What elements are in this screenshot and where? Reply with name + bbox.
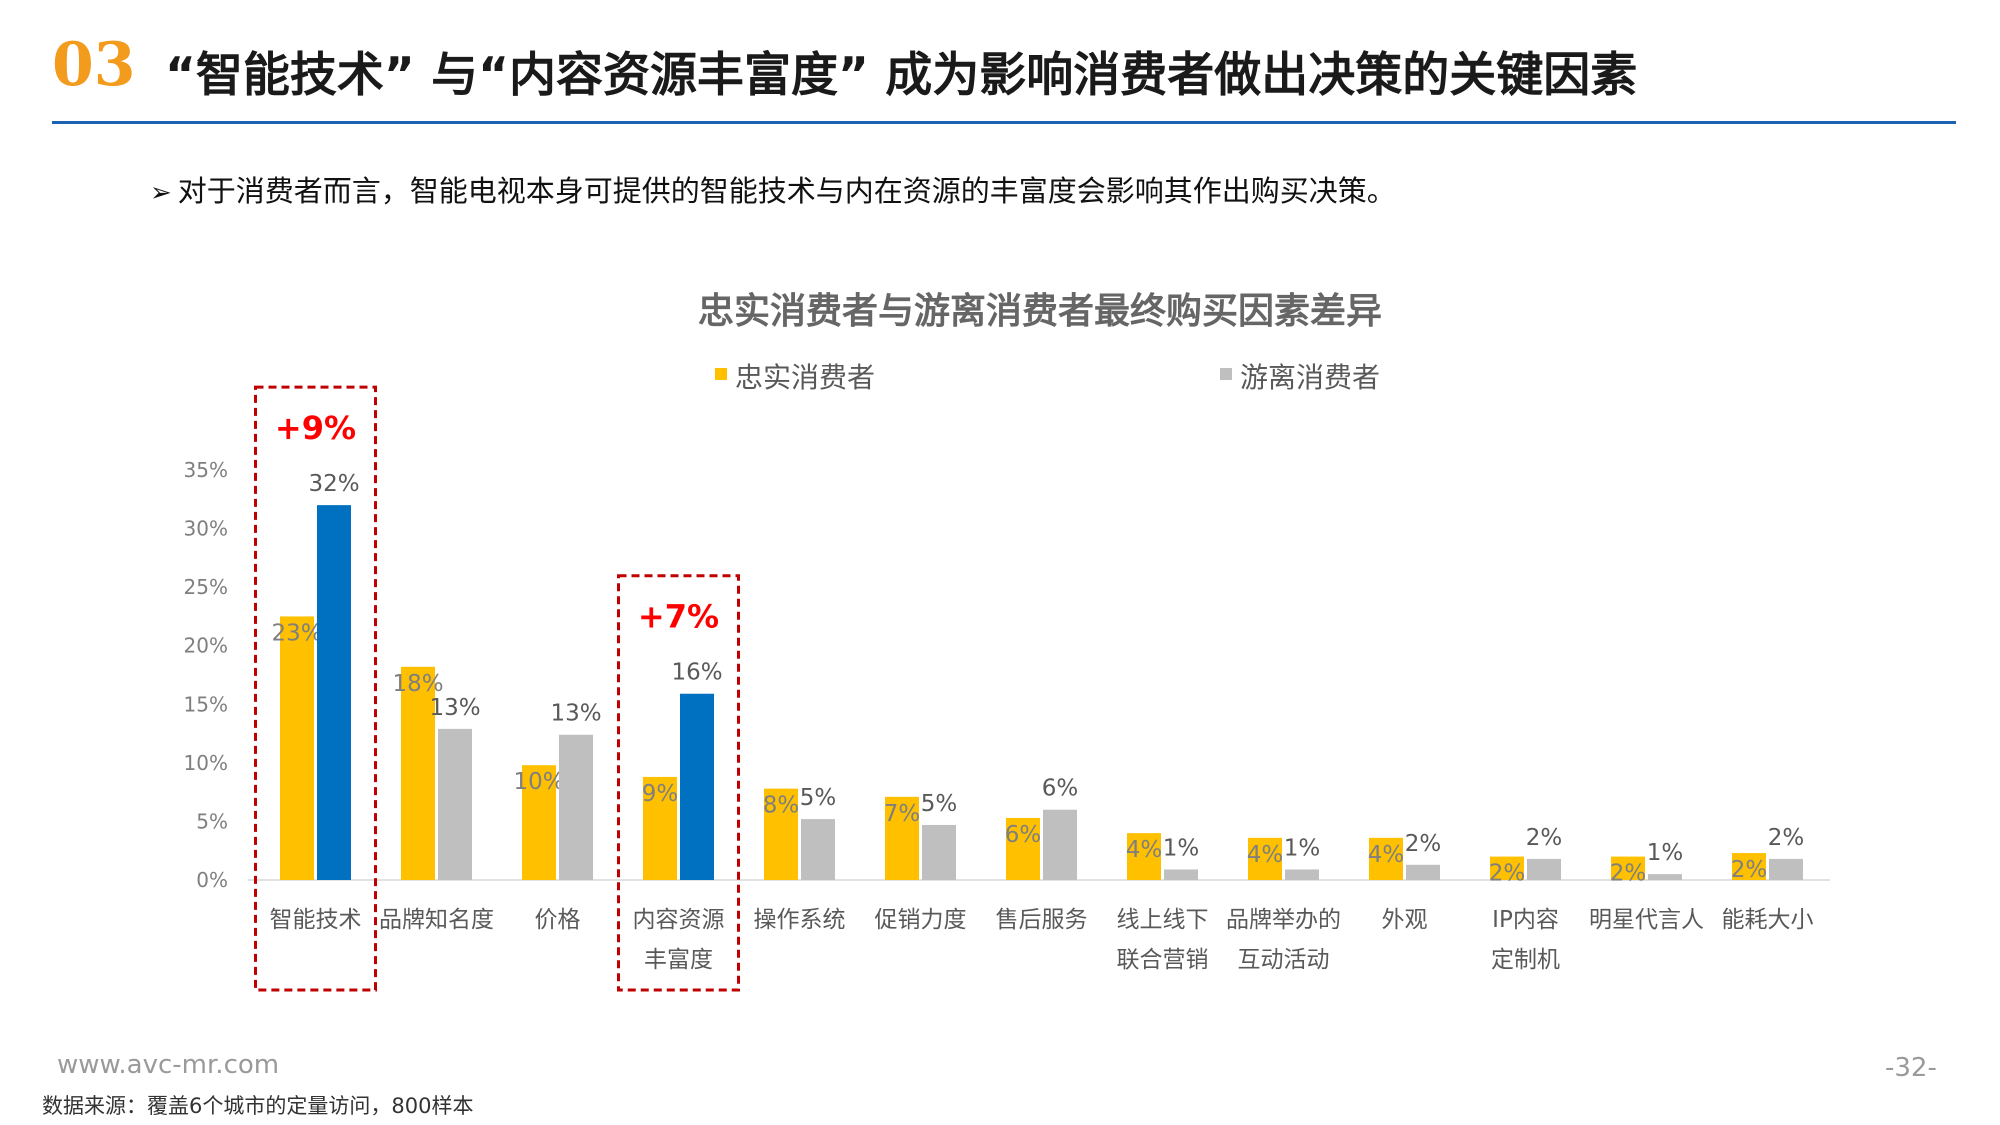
bar-floating	[1648, 874, 1682, 880]
data-label-loyal: 9%	[642, 781, 679, 807]
data-label-loyal: 23%	[271, 620, 322, 646]
bar-loyal	[1127, 833, 1161, 880]
data-label-floating: 2%	[1768, 825, 1805, 851]
bar-floating	[559, 734, 593, 880]
legend-swatch	[715, 368, 727, 380]
y-tick-label: 0%	[196, 868, 228, 892]
bullet-arrow-icon: ➢	[150, 178, 172, 208]
data-label-loyal: 8%	[763, 793, 800, 819]
data-label-loyal: 4%	[1247, 842, 1284, 868]
data-label-loyal: 2%	[1489, 861, 1526, 887]
category-label: 联合营销	[1117, 947, 1209, 973]
data-label-floating: 13%	[550, 701, 601, 727]
bar-loyal	[1248, 837, 1282, 880]
data-label-floating: 1%	[1163, 835, 1200, 861]
bar-floating	[1527, 858, 1561, 880]
category-label: 定制机	[1491, 947, 1560, 973]
category-label: IP内容	[1492, 907, 1559, 933]
data-label-loyal: 18%	[392, 671, 443, 697]
difference-annotation: +7%	[638, 598, 719, 636]
bar-loyal	[401, 666, 435, 880]
category-label: 售后服务	[996, 907, 1088, 933]
data-label-floating: 2%	[1405, 831, 1442, 857]
data-label-floating: 13%	[429, 695, 480, 721]
bar-loyal	[522, 765, 556, 880]
category-label: 品牌知名度	[379, 907, 494, 933]
data-label-floating: 32%	[308, 471, 359, 497]
category-label: 互动活动	[1238, 947, 1330, 973]
data-label-loyal: 4%	[1126, 837, 1163, 863]
bar-floating	[1164, 869, 1198, 880]
bar-loyal	[1732, 853, 1766, 880]
section-number: 03	[52, 30, 136, 100]
data-label-loyal: 10%	[513, 769, 564, 795]
bar-floating	[438, 728, 472, 880]
category-label: 明星代言人	[1589, 907, 1704, 933]
data-label-loyal: 4%	[1368, 842, 1405, 868]
bar-loyal	[764, 788, 798, 880]
bar-floating	[317, 505, 351, 880]
data-label-floating: 1%	[1647, 840, 1684, 866]
category-label: 线上线下	[1117, 907, 1209, 933]
data-label-floating: 16%	[671, 660, 722, 686]
page-number: -32-	[1885, 1053, 1937, 1083]
title-divider	[52, 121, 1956, 124]
bar-loyal	[1490, 856, 1524, 880]
data-label-loyal: 7%	[884, 801, 921, 827]
bar-floating	[680, 693, 714, 880]
chart-title: 忠实消费者与游离消费者最终购买因素差异	[697, 291, 1382, 332]
data-label-loyal: 2%	[1610, 861, 1647, 887]
category-label: 品牌举办的	[1226, 907, 1341, 933]
category-label: 能耗大小	[1722, 907, 1814, 933]
bullet-point: ➢ 对于消费者而言，智能电视本身可提供的智能技术与内在资源的丰富度会影响其作出购买…	[150, 168, 1396, 210]
bar-loyal	[280, 616, 314, 880]
data-label-floating: 5%	[800, 785, 837, 811]
bar-floating	[1769, 858, 1803, 880]
legend-label: 忠实消费者	[735, 361, 875, 394]
y-tick-label: 35%	[184, 458, 228, 482]
category-label: 促销力度	[875, 907, 967, 933]
y-tick-label: 15%	[184, 692, 228, 716]
y-tick-label: 20%	[184, 634, 228, 658]
data-label-floating: 6%	[1042, 776, 1079, 802]
bar-floating	[801, 819, 835, 880]
data-label-floating: 1%	[1284, 835, 1321, 861]
bar-loyal	[1369, 837, 1403, 880]
bullet-text: 对于消费者而言，智能电视本身可提供的智能技术与内在资源的丰富度会影响其作出购买决…	[177, 174, 1396, 208]
category-label: 外观	[1382, 907, 1428, 933]
bar-loyal	[1006, 817, 1040, 880]
legend-swatch	[1220, 368, 1232, 380]
category-label: 价格	[535, 907, 581, 933]
bar-floating	[922, 824, 956, 880]
data-label-loyal: 6%	[1005, 822, 1042, 848]
category-label: 丰富度	[644, 947, 713, 973]
category-label: 智能技术	[270, 907, 362, 933]
data-label-floating: 2%	[1526, 825, 1563, 851]
y-tick-label: 5%	[196, 809, 228, 833]
y-tick-label: 30%	[184, 517, 228, 541]
footer-url: www.avc-mr.com	[57, 1050, 280, 1080]
highlight-box	[254, 385, 377, 992]
category-label: 操作系统	[754, 907, 846, 933]
bar-loyal	[643, 776, 677, 880]
bar-floating	[1043, 809, 1077, 880]
data-label-floating: 5%	[921, 791, 958, 817]
data-label-loyal: 2%	[1731, 857, 1768, 883]
bar-floating	[1285, 869, 1319, 880]
data-source-note: 数据来源：覆盖6个城市的定量访问，800样本	[42, 1094, 474, 1118]
slide-title: “智能技术” 与“内容资源丰富度” 成为影响消费者做出决策的关键因素	[165, 48, 1638, 103]
highlight-box	[617, 574, 740, 992]
bar-loyal	[1611, 856, 1645, 880]
y-tick-label: 10%	[184, 751, 228, 775]
legend-label: 游离消费者	[1240, 361, 1380, 394]
difference-annotation: +9%	[275, 409, 356, 447]
y-tick-label: 25%	[184, 575, 228, 599]
category-label: 内容资源	[633, 907, 725, 933]
bar-floating	[1406, 864, 1440, 880]
bar-loyal	[885, 796, 919, 880]
